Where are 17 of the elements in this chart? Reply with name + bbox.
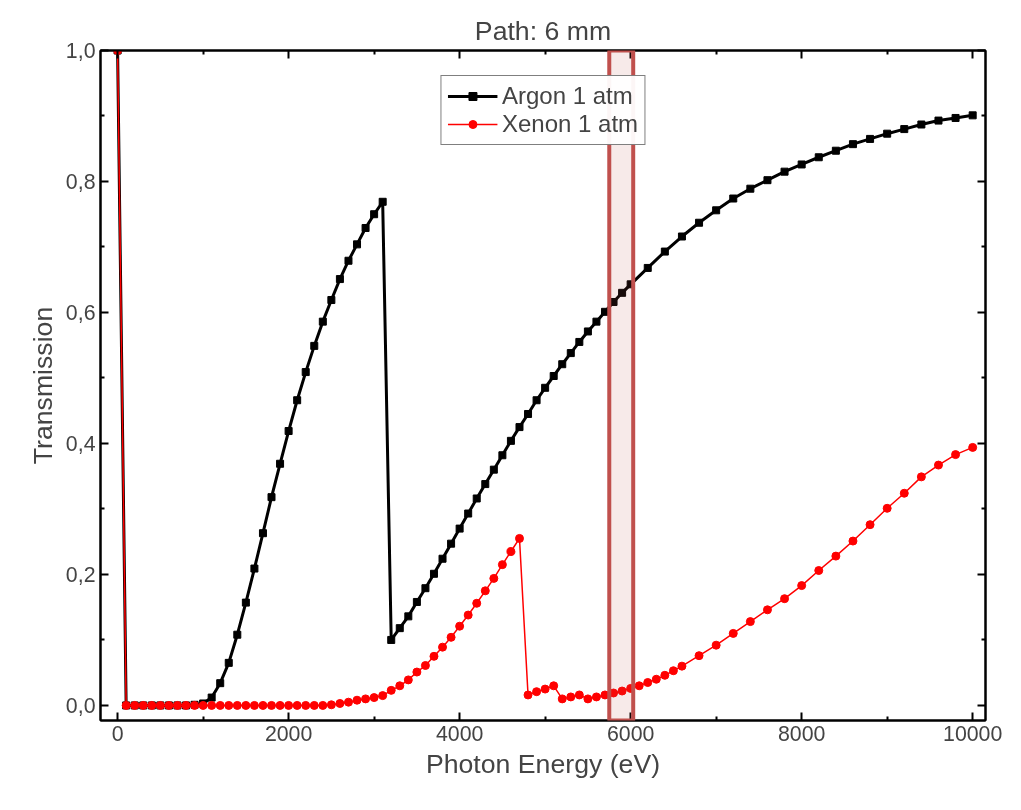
x-axis-title: Photon Energy (eV) <box>425 748 661 779</box>
x-tick-label: 8000 <box>777 721 826 746</box>
y-tick-label: 1,0 <box>65 39 96 63</box>
x-tick-label: 2000 <box>264 721 313 746</box>
y-tick-label: 0,4 <box>65 431 96 456</box>
y-tick-label: 0,0 <box>65 693 96 718</box>
legend-label: Argon 1 atm <box>501 82 633 110</box>
y-tick-label: 0,8 <box>65 169 96 194</box>
y-axis-title: Transmission <box>27 306 58 465</box>
legend-label: Xenon 1 atm <box>501 110 639 138</box>
x-tick-label: 10000 <box>943 721 1003 746</box>
y-tick-label: 0,6 <box>65 300 96 325</box>
x-tick-label: 6000 <box>606 721 655 746</box>
x-tick-label: 0 <box>111 721 124 746</box>
x-tick-label: 4000 <box>435 721 484 746</box>
y-tick-label: 0,2 <box>65 562 96 587</box>
chart-title: Path: 6 mm <box>474 15 612 46</box>
